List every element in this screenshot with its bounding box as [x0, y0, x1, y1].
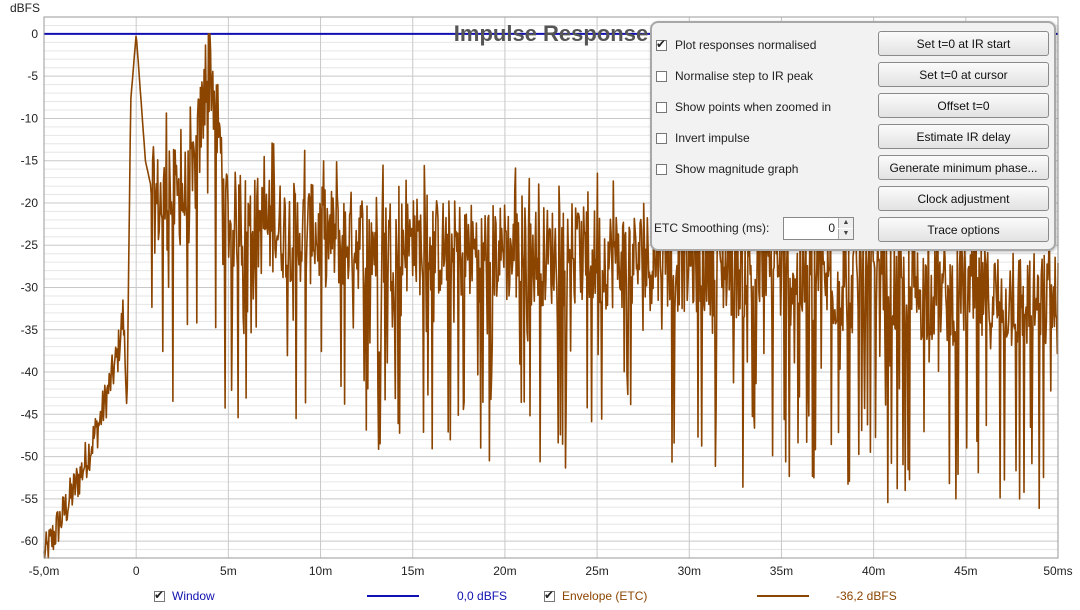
- legend-envelope[interactable]: Envelope (ETC): [544, 587, 647, 605]
- checkbox-label: Invert impulse: [675, 131, 750, 145]
- legend-envelope-swatch: [757, 595, 809, 597]
- checkbox-box[interactable]: [656, 37, 667, 51]
- legend-envelope-label: Envelope (ETC): [562, 589, 648, 603]
- chart-axes: -5,0m 0 5m 10m 15m 20m 25m 30m 35m 40m 45m 50ms 0 -5 -…: [10, 1, 1073, 578]
- checkbox-invert-impulse[interactable]: Invert impulse: [656, 128, 750, 148]
- chart-title: Impulse Response: [454, 21, 648, 46]
- y-tick-label: -35: [21, 323, 39, 337]
- etc-smoothing-label: ETC Smoothing (ms):: [654, 221, 770, 235]
- clock-adjustment-button[interactable]: Clock adjustment: [878, 186, 1049, 211]
- x-tick-label: 45m: [954, 564, 977, 578]
- y-tick-label: -10: [21, 111, 39, 125]
- checkbox-label: Normalise step to IR peak: [675, 69, 814, 83]
- x-tick-label: 30m: [678, 564, 701, 578]
- legend-window-swatch: [367, 595, 419, 597]
- y-axis-label: dBFS: [10, 1, 40, 15]
- graph-controls-panel: Plot responses normalised Normalise step…: [650, 21, 1056, 251]
- offset-t0-button[interactable]: Offset t=0: [878, 93, 1049, 118]
- x-tick-label: 15m: [401, 564, 424, 578]
- legend-window-value: 0,0 dBFS: [457, 589, 508, 603]
- x-tick-label: 25m: [585, 564, 608, 578]
- spinner-up-icon[interactable]: ▲: [838, 218, 853, 228]
- legend-window-label: Window: [172, 589, 215, 603]
- x-tick-label: 50ms: [1043, 564, 1072, 578]
- x-tick-label: 0: [133, 564, 140, 578]
- spinner-down-icon[interactable]: ▼: [838, 229, 853, 239]
- checkbox-label: Show points when zoomed in: [675, 100, 832, 114]
- checkbox-box[interactable]: [656, 132, 667, 144]
- checkbox-plot-normalised[interactable]: Plot responses normalised: [656, 35, 816, 55]
- legend-envelope-checkbox[interactable]: [544, 588, 555, 602]
- x-tick-label: 20m: [493, 564, 516, 578]
- x-tick-label: 5m: [220, 564, 237, 578]
- etc-smoothing-spinner[interactable]: 0 ▲ ▼: [783, 217, 854, 240]
- y-tick-label: -15: [21, 154, 39, 168]
- legend-window[interactable]: Window: [154, 587, 215, 605]
- x-tick-label: 40m: [862, 564, 885, 578]
- checkbox-show-magnitude[interactable]: Show magnitude graph: [656, 159, 798, 179]
- envelope-series-line: [43, 33, 1059, 559]
- y-tick-label: -60: [21, 534, 39, 548]
- x-tick-label: 35m: [770, 564, 793, 578]
- legend-envelope-value: -36,2 dBFS: [836, 589, 897, 603]
- plot-frame: [43, 16, 1059, 559]
- y-tick-label: 0: [31, 27, 38, 41]
- x-tick-label: 10m: [309, 564, 332, 578]
- checkbox-show-points[interactable]: Show points when zoomed in: [656, 97, 831, 117]
- checkbox-label: Show magnitude graph: [675, 162, 799, 176]
- checkbox-normalise-step[interactable]: Normalise step to IR peak: [656, 66, 813, 86]
- generate-minimum-phase-button[interactable]: Generate minimum phase...: [878, 155, 1049, 180]
- checkbox-box[interactable]: [656, 163, 667, 175]
- estimate-ir-delay-button[interactable]: Estimate IR delay: [878, 124, 1049, 149]
- checkbox-box[interactable]: [656, 101, 667, 113]
- y-tick-label: -45: [21, 407, 39, 421]
- y-tick-label: -30: [21, 281, 39, 295]
- y-tick-label: -40: [21, 365, 39, 379]
- y-tick-label: -55: [21, 492, 39, 506]
- set-t0-ir-start-button[interactable]: Set t=0 at IR start: [878, 31, 1049, 56]
- checkbox-box[interactable]: [656, 70, 667, 82]
- set-t0-cursor-button[interactable]: Set t=0 at cursor: [878, 62, 1049, 87]
- checkbox-label: Plot responses normalised: [675, 38, 817, 52]
- legend-window-checkbox[interactable]: [154, 588, 165, 602]
- y-tick-label: -20: [21, 196, 39, 210]
- y-tick-label: -25: [21, 238, 39, 252]
- etc-smoothing-value[interactable]: 0: [828, 221, 835, 235]
- trace-options-button[interactable]: Trace options: [878, 217, 1049, 242]
- y-tick-label: -50: [21, 450, 39, 464]
- x-tick-label: -5,0m: [29, 564, 60, 578]
- y-tick-label: -5: [27, 69, 38, 83]
